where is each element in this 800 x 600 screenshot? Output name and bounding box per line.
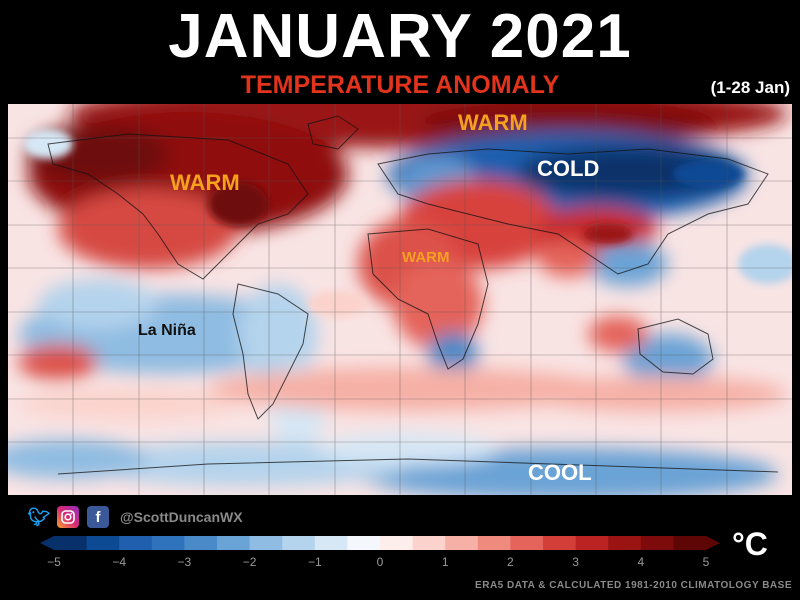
colorbar-segment — [510, 536, 544, 550]
colorbar-tick-label: −3 — [177, 555, 192, 569]
colorbar-segment — [119, 536, 153, 550]
colorbar-tick-label: −5 — [47, 555, 61, 569]
unit-label: °C — [732, 526, 768, 562]
colorbar-segment — [575, 536, 609, 550]
colorbar-segment — [412, 536, 446, 550]
warm-africa-label: WARM — [402, 249, 450, 266]
colorbar-segment — [249, 536, 283, 550]
la-nina-label: La Niña — [138, 322, 196, 339]
cold-asia-label: COLD — [537, 156, 600, 181]
colorbar-segment — [543, 536, 577, 550]
colorbar-segment — [608, 536, 642, 550]
colorbar-segment — [314, 536, 348, 550]
date-range: (1-28 Jan) — [710, 78, 790, 97]
warm-north-america-label: WARM — [170, 170, 240, 195]
coastlines — [47, 115, 779, 475]
colorbar-segment — [673, 536, 707, 550]
twitter-icon[interactable]: 🐦︎ — [27, 506, 51, 527]
social-handle[interactable]: @ScottDuncanWX — [120, 509, 243, 525]
colorbar-tick-label: −1 — [307, 555, 322, 569]
colorbar-segment — [86, 536, 120, 550]
colorbar-tick-label: −2 — [242, 555, 257, 569]
warm-arctic-label: WARM — [458, 110, 528, 135]
colorbar — [40, 536, 720, 550]
colorbar-tick-label: 4 — [637, 555, 645, 569]
colorbar-segment — [282, 536, 316, 550]
anomaly-map — [8, 104, 792, 495]
colorbar-tick-label: 5 — [702, 555, 710, 569]
page-title: JANUARY 2021 — [168, 2, 632, 71]
map-grid — [8, 104, 792, 495]
source-note: ERA5 DATA & CALCULATED 1981-2010 CLIMATO… — [475, 580, 792, 591]
colorbar-arrow-min — [40, 536, 54, 550]
colorbar-segment — [217, 536, 251, 550]
colorbar-arrow-max — [706, 536, 720, 550]
colorbar-segment — [184, 536, 218, 550]
colorbar-segment — [445, 536, 479, 550]
colorbar-tick-label: 3 — [572, 555, 579, 569]
colorbar-tick-label: −4 — [112, 555, 127, 569]
colorbar-segment — [151, 536, 185, 550]
colorbar-tick-label: 1 — [441, 555, 449, 569]
colorbar-segment — [347, 536, 381, 550]
colorbar-segment — [640, 536, 674, 550]
colorbar-segment — [380, 536, 414, 550]
facebook-icon[interactable]: f — [87, 506, 109, 528]
colorbar-segment — [54, 536, 88, 550]
cool-antarctic-label: COOL — [528, 460, 592, 485]
colorbar-tick-label: 2 — [507, 555, 514, 569]
page-subtitle: TEMPERATURE ANOMALY — [240, 71, 560, 99]
instagram-icon[interactable] — [57, 506, 79, 528]
colorbar-tick-label: 0 — [376, 555, 384, 569]
colorbar-segment — [477, 536, 511, 550]
